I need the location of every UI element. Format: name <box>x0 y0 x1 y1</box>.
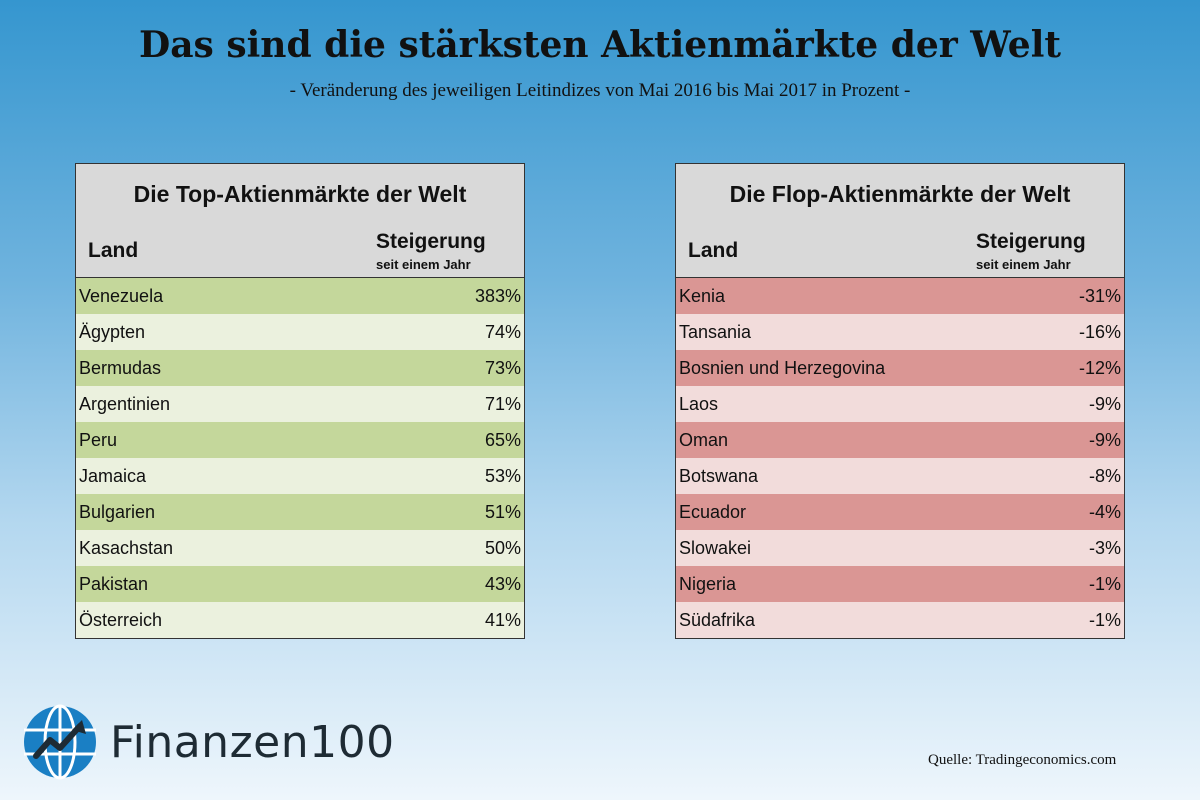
table-row: Bosnien und Herzegovina -12% <box>676 350 1124 386</box>
table-row: Ecuador -4% <box>676 494 1124 530</box>
change-cell: 383% <box>474 286 521 306</box>
table-row: Argentinien 71% <box>76 386 524 422</box>
table-title: Die Top-Aktienmärkte der Welt <box>133 181 467 207</box>
country-cell: Bulgarien <box>79 502 156 522</box>
country-cell: Nigeria <box>679 574 737 594</box>
change-cell: 65% <box>484 430 521 450</box>
change-cell: 53% <box>484 466 521 486</box>
table-row: Jamaica 53% <box>76 458 524 494</box>
country-cell: Pakistan <box>79 574 149 594</box>
table-row: Ägypten 74% <box>76 314 524 350</box>
table-row: Peru 65% <box>76 422 524 458</box>
column-header-change-sub: seit einem Jahr <box>376 257 471 272</box>
change-cell: -4% <box>1088 502 1121 522</box>
table-row: Bulgarien 51% <box>76 494 524 530</box>
table-row: Kasachstan 50% <box>76 530 524 566</box>
flop-markets-table: Die Flop-Aktienmärkte der Welt Land Stei… <box>675 163 1125 639</box>
country-cell: Jamaica <box>79 466 147 486</box>
change-cell: 50% <box>484 538 521 558</box>
country-cell: Slowakei <box>679 538 752 558</box>
change-cell: 73% <box>484 358 521 378</box>
country-cell: Ecuador <box>679 502 747 522</box>
country-cell: Bermudas <box>79 358 162 378</box>
column-header-country: Land <box>688 239 739 262</box>
table-body: Kenia -31% Tansania -16% Bosnien und Herzego… <box>676 278 1124 638</box>
table-row: Bermudas 73% <box>76 350 524 386</box>
change-cell: -8% <box>1088 466 1121 486</box>
table-row: Pakistan 43% <box>76 566 524 602</box>
table-row: Venezuela 383% <box>76 278 524 314</box>
country-cell: Ägypten <box>79 322 146 342</box>
country-cell: Österreich <box>79 610 163 630</box>
column-header-change: Steigerung <box>976 230 1086 253</box>
table-row: Slowakei -3% <box>676 530 1124 566</box>
change-cell: -31% <box>1078 286 1121 306</box>
change-cell: -9% <box>1088 394 1121 414</box>
column-header-country: Land <box>88 239 139 262</box>
table-body: Venezuela 383% Ägypten 74% Bermudas 73% Argent… <box>76 278 524 638</box>
table-row: Botswana -8% <box>676 458 1124 494</box>
country-cell: Tansania <box>679 322 752 342</box>
table-row: Österreich 41% <box>76 602 524 638</box>
country-cell: Venezuela <box>79 286 164 306</box>
table-title: Die Flop-Aktienmärkte der Welt <box>729 181 1071 207</box>
change-cell: -12% <box>1078 358 1121 378</box>
change-cell: 71% <box>484 394 521 414</box>
country-cell: Kenia <box>679 286 726 306</box>
change-cell: 51% <box>484 502 521 522</box>
change-cell: -16% <box>1078 322 1121 342</box>
country-cell: Botswana <box>679 466 759 486</box>
country-cell: Südafrika <box>679 610 756 630</box>
finanzen100-logo: Finanzen100 <box>22 702 402 782</box>
country-cell: Kasachstan <box>79 538 174 558</box>
country-cell: Bosnien und Herzegovina <box>679 358 886 378</box>
country-cell: Argentinien <box>79 394 171 414</box>
top-markets-table: Die Top-Aktienmärkte der Welt Land Steig… <box>75 163 525 639</box>
page-title: Das sind die stärksten Aktienmärkte der … <box>138 24 1062 66</box>
globe-chart-icon <box>24 704 96 780</box>
table-row: Südafrika -1% <box>676 602 1124 638</box>
table-row: Nigeria -1% <box>676 566 1124 602</box>
column-header-change-sub: seit einem Jahr <box>976 257 1071 272</box>
page-subtitle: - Veränderung des jeweiligen Leitindizes… <box>289 80 911 101</box>
logo-text: Finanzen100 <box>110 716 395 768</box>
table-header: Die Flop-Aktienmärkte der Welt Land Stei… <box>676 164 1124 278</box>
table-header: Die Top-Aktienmärkte der Welt Land Steig… <box>76 164 524 278</box>
change-cell: -9% <box>1088 430 1121 450</box>
change-cell: -3% <box>1088 538 1121 558</box>
country-cell: Oman <box>679 430 729 450</box>
country-cell: Peru <box>79 430 118 450</box>
change-cell: -1% <box>1088 610 1121 630</box>
change-cell: 41% <box>484 610 521 630</box>
table-row: Laos -9% <box>676 386 1124 422</box>
column-header-change: Steigerung <box>376 230 486 253</box>
change-cell: 74% <box>484 322 521 342</box>
source-note: Quelle: Tradingeconomics.com <box>928 752 1117 768</box>
table-row: Kenia -31% <box>676 278 1124 314</box>
country-cell: Laos <box>679 394 719 414</box>
table-row: Oman -9% <box>676 422 1124 458</box>
table-row: Tansania -16% <box>676 314 1124 350</box>
change-cell: -1% <box>1088 574 1121 594</box>
change-cell: 43% <box>484 574 521 594</box>
